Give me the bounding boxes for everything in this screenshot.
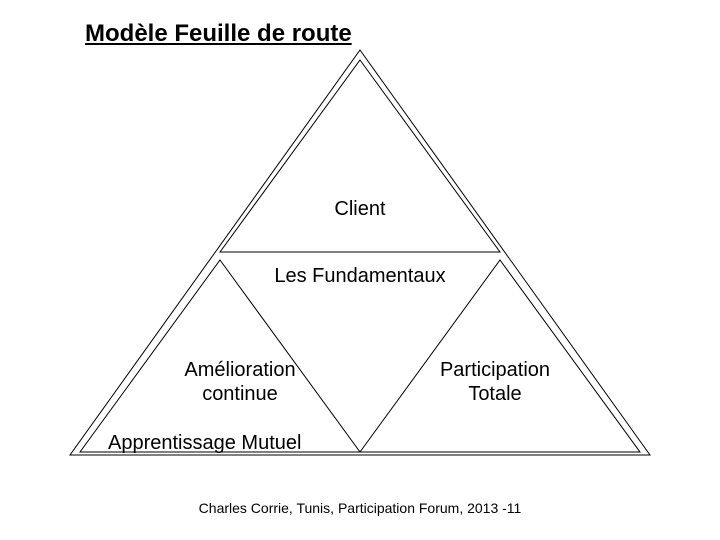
label-top: Client <box>0 198 720 221</box>
label-left: Amélioration continue <box>145 358 335 406</box>
label-right-line1: Participation <box>440 359 550 381</box>
label-bottom: Apprentissage Mutuel <box>108 432 301 455</box>
label-right-line2: Totale <box>468 383 521 405</box>
footer-citation: Charles Corrie, Tunis, Participation For… <box>0 500 720 516</box>
label-left-line2: continue <box>202 383 278 405</box>
inner-triangle-top <box>220 60 500 252</box>
label-left-line1: Amélioration <box>184 359 295 381</box>
page-root: Modèle Feuille de route Client Les Funda… <box>0 0 720 540</box>
inner-triangle-right <box>360 260 640 452</box>
label-middle: Les Fundamentaux <box>0 265 720 288</box>
inner-triangle-left <box>80 260 360 452</box>
label-right: Participation Totale <box>400 358 590 406</box>
